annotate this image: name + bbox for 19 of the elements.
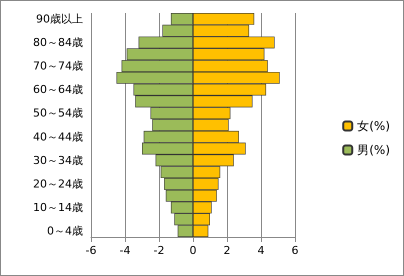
x-tick-label: -6 (86, 244, 96, 257)
y-tick-label: 50～54歳 (33, 106, 83, 120)
y-tick-label: 40～44歳 (33, 130, 83, 144)
y-tick-label: 90歳以上 (36, 12, 83, 26)
legend-label: 女(%) (357, 119, 390, 133)
x-tick-label: -4 (120, 244, 130, 257)
y-tick-label: 10～14歳 (33, 201, 83, 214)
y-tick-label: 70～74歳 (33, 60, 83, 73)
y-tick-label: 0～4歳 (47, 224, 83, 238)
legend-label: 男(%) (357, 143, 390, 157)
y-tick-label: 20～24歳 (33, 177, 83, 190)
x-tick-label: 2 (224, 244, 230, 257)
y-tick-label: 80～84歳 (33, 36, 83, 49)
y-tick-label: 30～34歳 (33, 154, 83, 167)
x-tick-label: -2 (154, 244, 164, 257)
x-tick-label: 0 (190, 244, 196, 257)
y-tick-label: 60～64歳 (33, 83, 83, 96)
x-tick-label: 4 (258, 244, 264, 257)
x-tick-label: 6 (292, 244, 298, 257)
